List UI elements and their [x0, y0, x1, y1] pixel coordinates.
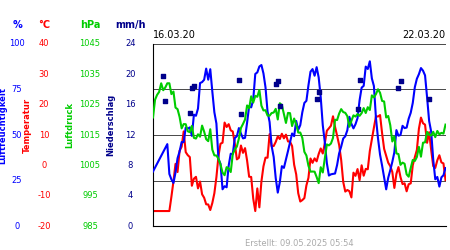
- Text: -10: -10: [37, 191, 51, 200]
- Point: [237, 112, 244, 116]
- Point: [397, 79, 404, 83]
- Text: 1005: 1005: [80, 161, 100, 170]
- Point: [186, 111, 194, 115]
- Text: -20: -20: [37, 222, 51, 231]
- Text: 40: 40: [39, 39, 50, 48]
- Text: Temperatur: Temperatur: [22, 98, 32, 152]
- Point: [188, 86, 195, 89]
- Text: %: %: [12, 20, 22, 30]
- Text: 100: 100: [9, 39, 25, 48]
- Text: 12: 12: [125, 130, 136, 140]
- Point: [395, 86, 402, 90]
- Text: 995: 995: [82, 191, 98, 200]
- Text: 1035: 1035: [80, 70, 100, 79]
- Text: 16.03.20: 16.03.20: [153, 30, 196, 40]
- Text: mm/h: mm/h: [115, 20, 146, 30]
- Text: 24: 24: [125, 39, 136, 48]
- Text: hPa: hPa: [80, 20, 100, 30]
- Point: [315, 90, 322, 94]
- Point: [162, 99, 169, 103]
- Text: 4: 4: [128, 191, 133, 200]
- Text: 50: 50: [12, 130, 22, 140]
- Point: [235, 78, 243, 82]
- Point: [274, 78, 281, 82]
- Text: 30: 30: [39, 70, 50, 79]
- Text: Niederschlag: Niederschlag: [106, 94, 115, 156]
- Text: 1015: 1015: [80, 130, 100, 140]
- Point: [160, 74, 167, 78]
- Point: [356, 78, 363, 82]
- Text: °C: °C: [38, 20, 50, 30]
- Point: [272, 82, 279, 86]
- Text: Luftfeuchtigkeit: Luftfeuchtigkeit: [0, 86, 8, 164]
- Text: 8: 8: [128, 161, 133, 170]
- Text: 10: 10: [39, 130, 50, 140]
- Point: [354, 106, 361, 110]
- Text: 1045: 1045: [80, 39, 100, 48]
- Point: [313, 97, 320, 101]
- Text: 0: 0: [14, 222, 20, 231]
- Text: 20: 20: [39, 100, 50, 109]
- Text: 75: 75: [12, 85, 22, 94]
- Text: Erstellt: 09.05.2025 05:54: Erstellt: 09.05.2025 05:54: [245, 238, 354, 248]
- Text: 22.03.20: 22.03.20: [402, 30, 446, 40]
- Point: [426, 97, 433, 101]
- Text: 16: 16: [125, 100, 136, 109]
- Text: 0: 0: [41, 161, 47, 170]
- Text: Luftdruck: Luftdruck: [65, 102, 74, 148]
- Point: [276, 104, 284, 108]
- Point: [190, 84, 198, 88]
- Text: 25: 25: [12, 176, 22, 185]
- Text: 20: 20: [125, 70, 136, 79]
- Text: 0: 0: [128, 222, 133, 231]
- Text: 985: 985: [82, 222, 98, 231]
- Text: 1025: 1025: [80, 100, 100, 109]
